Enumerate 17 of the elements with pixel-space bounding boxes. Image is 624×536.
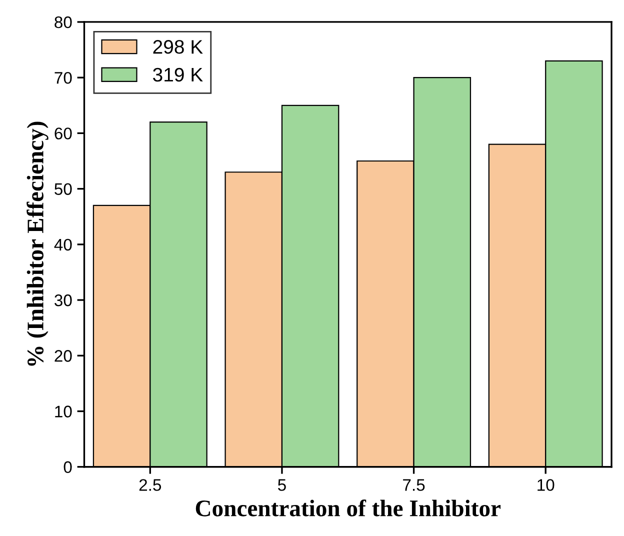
y-tick-label: 70 [54,72,72,84]
legend-label: 298 K [153,40,203,54]
x-tick-label: 2.5 [139,479,162,491]
legend-label: 319 K [153,68,203,82]
y-axis-title: % (Inhibitor Effeciency) [26,122,48,366]
y-tick-label: 10 [55,406,72,418]
x-tick-label: 10 [538,479,554,491]
y-tick-label: 80 [54,16,72,28]
x-axis-title: Concentration of the Inhibitor [196,500,501,516]
y-tick-label: 60 [54,128,72,140]
y-tick-label: 20 [54,350,72,362]
y-tick-label: 40 [54,238,72,251]
y-tick-label: 30 [54,294,72,306]
y-tick-label: 0 [64,461,72,474]
x-tick-label: 5 [278,479,286,491]
y-tick-label: 50 [54,183,72,196]
x-tick-label: 7.5 [403,479,425,491]
